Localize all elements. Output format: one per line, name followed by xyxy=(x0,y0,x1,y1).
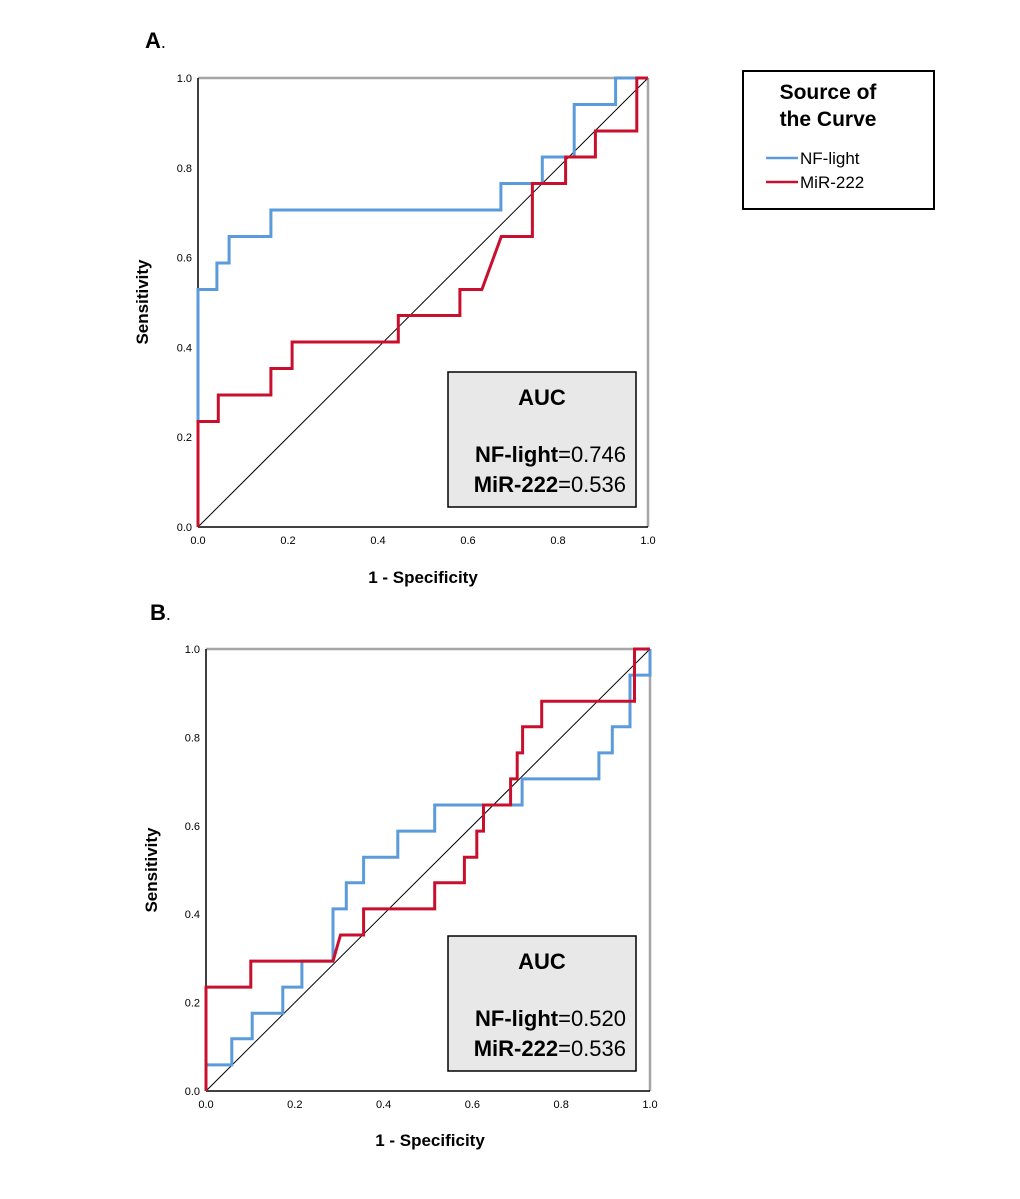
auc-box-background xyxy=(447,371,637,508)
auc-row: NF-light=0.746 xyxy=(475,442,626,467)
reference-line xyxy=(205,648,651,1092)
y-tick-label: 1.0 xyxy=(177,73,192,85)
y-tick-label: 0.8 xyxy=(177,163,192,175)
auc-title: AUC xyxy=(518,949,566,974)
roc-curve-nf-light xyxy=(196,76,648,527)
y-tick-label: 0.6 xyxy=(177,253,192,265)
x-tick-label: 1.0 xyxy=(642,1099,657,1111)
roc-curve-mir-222 xyxy=(196,76,648,527)
legend: Source of the Curve NF-light MiR-222 xyxy=(742,70,935,210)
x-tick-label: 0.6 xyxy=(460,535,475,547)
y-axis-title: Sensitivity xyxy=(142,827,161,913)
auc-title: AUC xyxy=(518,385,566,410)
legend-title-line-1: Source of xyxy=(780,81,878,104)
legend-box xyxy=(742,70,935,210)
y-tick-label: 0.0 xyxy=(185,1086,200,1098)
y-tick-label: 0.4 xyxy=(177,342,192,354)
auc-box: AUC NF-light=0.746 MiR-222=0.536 xyxy=(447,371,637,508)
y-tick-label: 0.6 xyxy=(185,821,200,833)
y-tick-label: 1.0 xyxy=(185,644,200,656)
auc-box: AUC NF-light=0.520 MiR-222=0.536 xyxy=(447,935,637,1072)
y-tick-label: 0.4 xyxy=(185,909,200,921)
panel-a: A. 0.00.0 0.2 0.2 0.4 0.4 0.6 0.6 0.8 0.8 1.0 1.0 1 … xyxy=(133,28,656,587)
x-tick-label: 0.2 xyxy=(287,1099,302,1111)
x-axis-title: 1 - Specificity xyxy=(375,1131,485,1150)
x-tick-label: 0.4 xyxy=(370,535,385,547)
y-tick-label: 0.8 xyxy=(185,732,200,744)
auc-row: MiR-222=0.536 xyxy=(474,1036,626,1061)
legend-label-mir-222: MiR-222 xyxy=(800,173,864,192)
x-tick-label: 1.0 xyxy=(640,535,655,547)
roc-curve-mir-222 xyxy=(204,647,650,1091)
x-tick-label: 0.4 xyxy=(376,1099,391,1111)
auc-row: MiR-222=0.536 xyxy=(474,472,626,497)
roc-curve-nf-light xyxy=(204,649,652,1091)
auc-row: NF-light=0.520 xyxy=(475,1006,626,1031)
x-tick-label: 0.8 xyxy=(554,1099,569,1111)
legend-label-nf-light: NF-light xyxy=(800,149,860,168)
y-tick-label: 0.2 xyxy=(185,998,200,1010)
auc-box-background xyxy=(447,935,637,1072)
y-axis-title: Sensitivity xyxy=(133,259,152,345)
x-tick-label: 0.0 xyxy=(198,1099,213,1111)
x-axis-title: 1 - Specificity xyxy=(368,568,478,587)
x-tick-label: 0.2 xyxy=(280,535,295,547)
panel-b: B. 0.00.0 0.2 0.2 0.4 0.4 0.6 0.6 0.8 0.8 1.0 1.0 1 … xyxy=(142,600,658,1150)
panel-label: A. xyxy=(145,28,166,53)
x-tick-label: 0.6 xyxy=(465,1099,480,1111)
y-tick-label: 0.0 xyxy=(177,522,192,534)
legend-title-line-2: the Curve xyxy=(780,108,877,131)
y-tick-label: 0.2 xyxy=(177,432,192,444)
x-tick-label: 0.0 xyxy=(190,535,205,547)
panel-label: B. xyxy=(150,600,171,625)
x-tick-label: 0.8 xyxy=(550,535,565,547)
